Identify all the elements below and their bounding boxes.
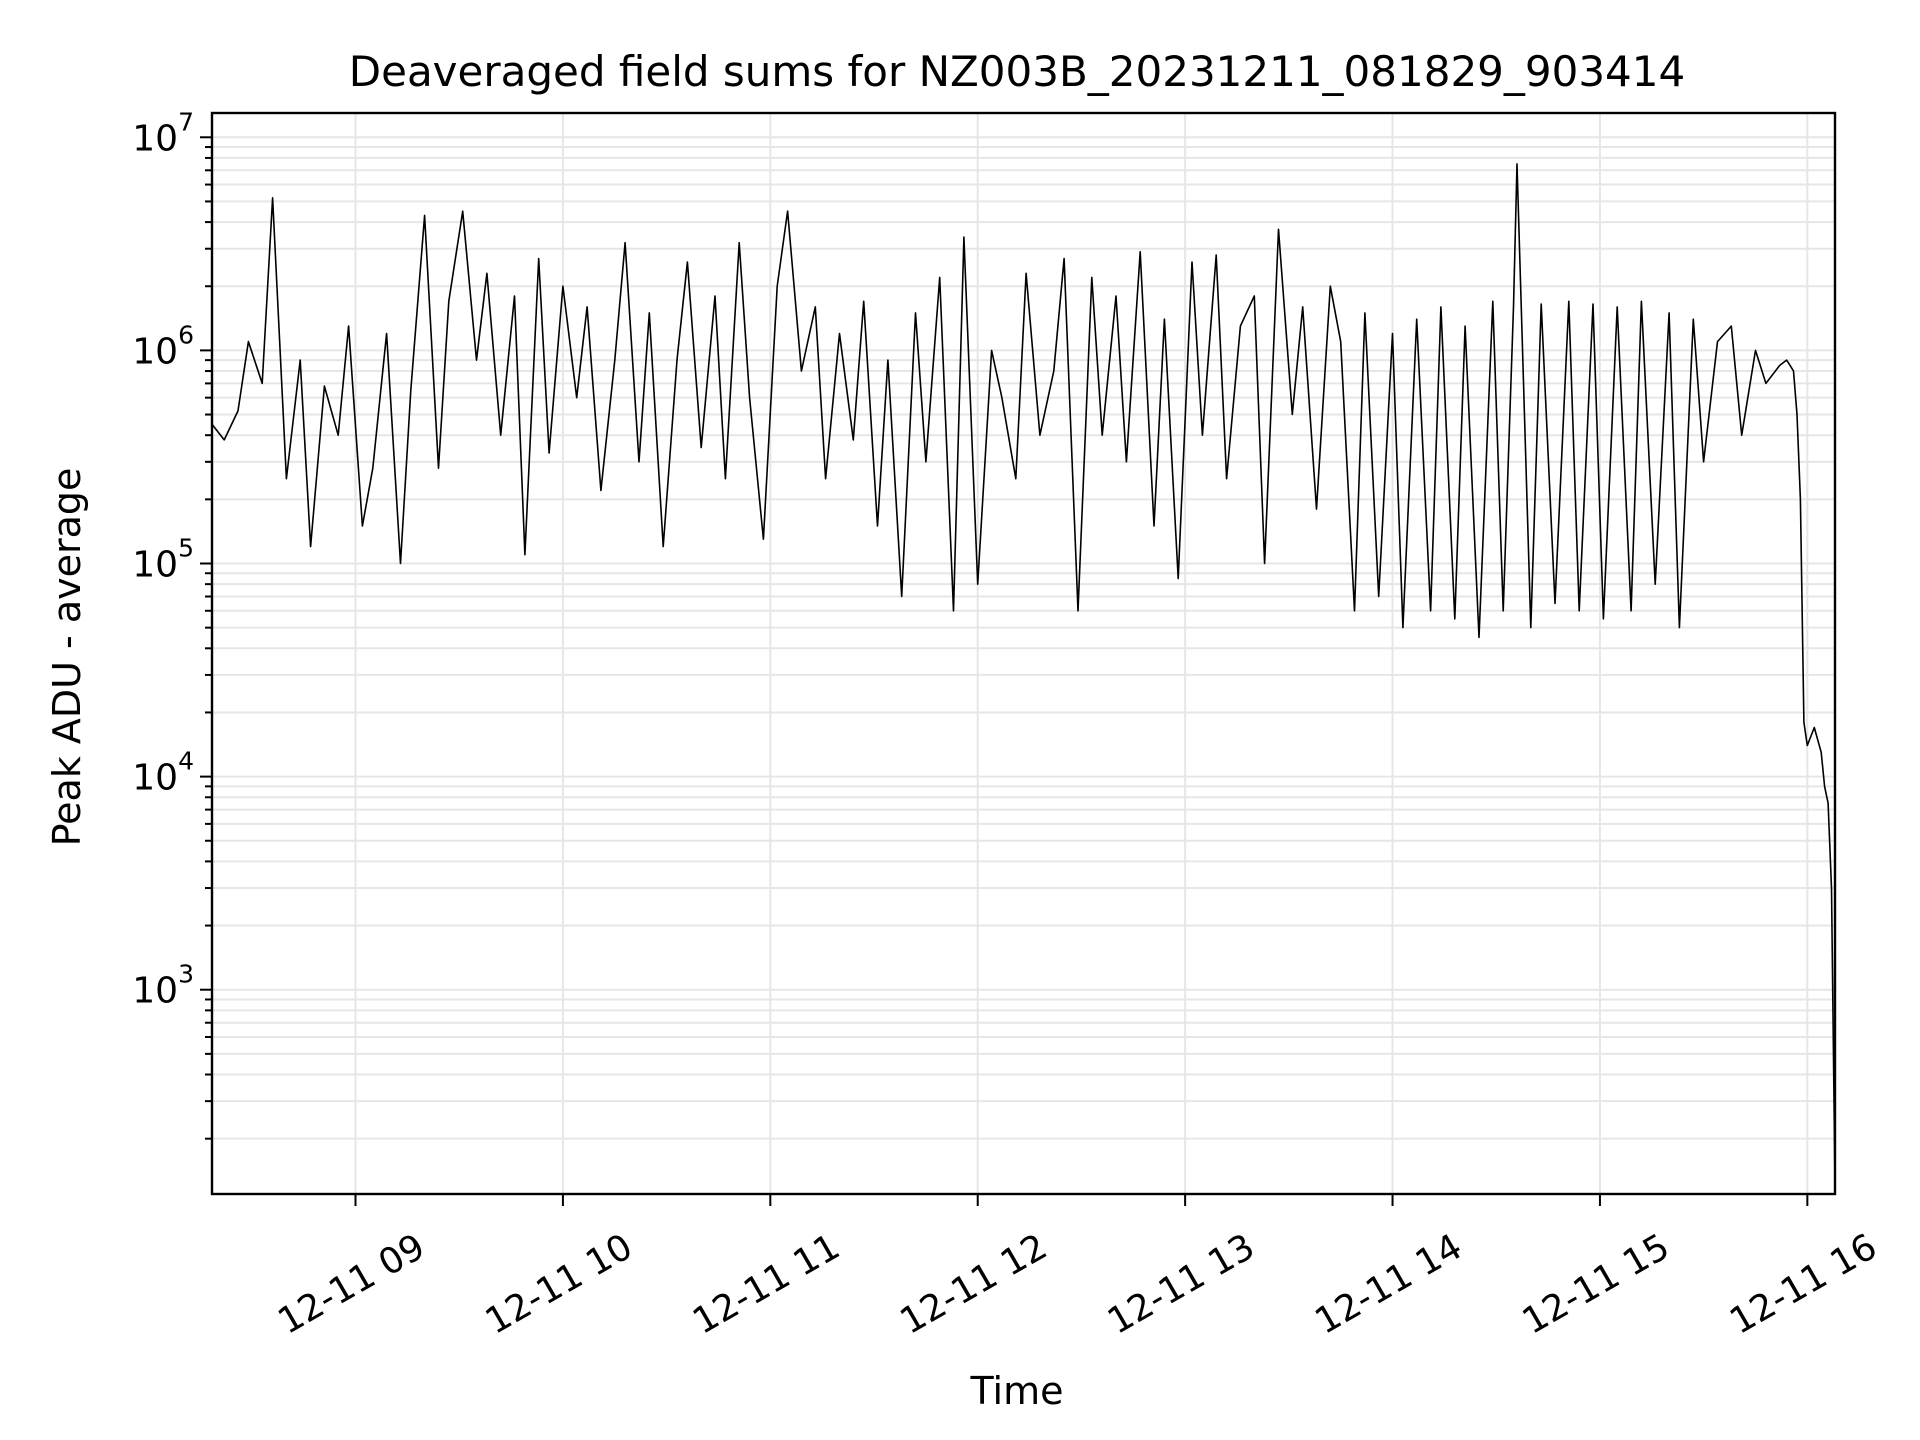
y-ticks: 103 104 105 106 107 [132, 107, 212, 1140]
x-axis-label: Time [970, 1369, 1064, 1413]
series-layer [211, 163, 1836, 1186]
series-line [211, 163, 1836, 1186]
axes [210, 111, 1837, 1196]
y-tick-label: 107 [132, 107, 194, 159]
y-tick-exponent: 7 [178, 107, 194, 136]
x-tick-label: 12-11 15 [1516, 1226, 1677, 1342]
y-tick-label: 104 [132, 747, 194, 799]
y-axis-label: Peak ADU - average [45, 468, 89, 847]
chart-title: Deaveraged field sums for NZ003B_2023121… [349, 47, 1685, 96]
y-tick-label: 105 [132, 533, 194, 585]
y-tick-exponent: 6 [178, 320, 194, 349]
plot-frame [210, 111, 1837, 1196]
x-ticks: 12-11 09 12-11 10 12-11 11 12-11 12 12-11 13… [271, 1194, 1884, 1343]
x-tick-label: 12-11 09 [271, 1226, 432, 1342]
grid [212, 113, 1835, 1194]
y-tick-label: 103 [132, 960, 194, 1012]
y-tick-exponent: 5 [178, 533, 194, 562]
x-tick-label: 12-11 16 [1723, 1226, 1884, 1342]
y-tick-exponent: 3 [178, 960, 194, 989]
x-tick-label: 12-11 13 [1101, 1226, 1262, 1342]
x-tick-label: 12-11 11 [686, 1226, 847, 1342]
y-tick-exponent: 4 [178, 747, 194, 776]
x-tick-label: 12-11 14 [1308, 1226, 1469, 1342]
x-tick-label: 12-11 12 [894, 1226, 1055, 1342]
y-tick-label: 106 [132, 320, 194, 372]
x-tick-label: 12-11 10 [479, 1226, 640, 1342]
